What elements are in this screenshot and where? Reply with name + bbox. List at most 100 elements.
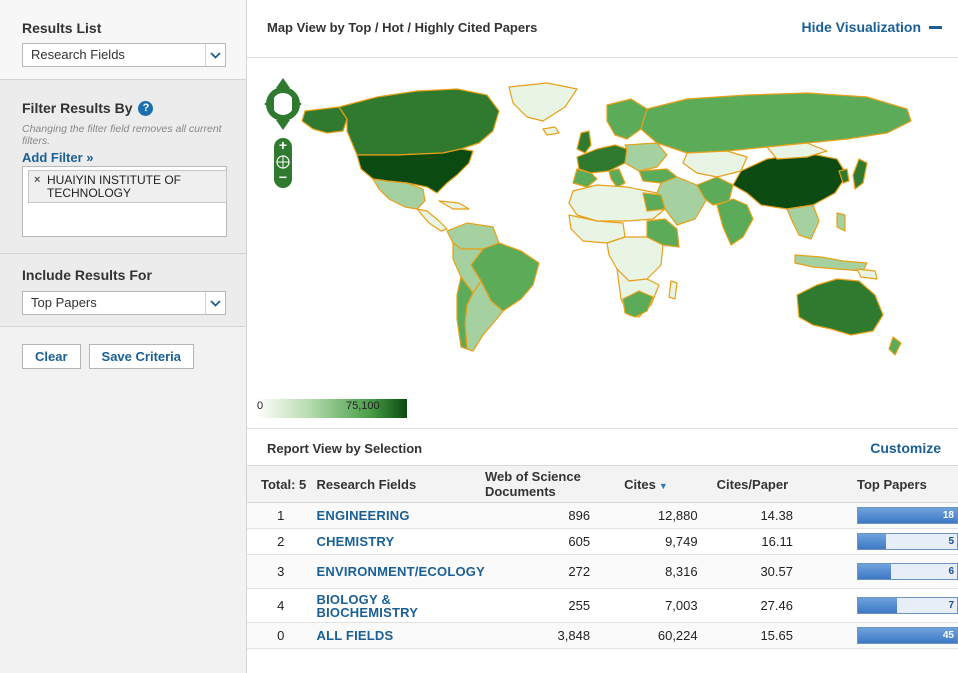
table-row[interactable]: 4 BIOLOGY & BIOCHEMISTRY 255 7,003 27.46 7 [247, 588, 958, 623]
research-field-link[interactable]: ENGINEERING [314, 502, 485, 529]
hide-visualization-button[interactable]: Hide Visualization [801, 19, 942, 35]
total-header: Total: 5 [247, 465, 315, 503]
map-navigation-control[interactable]: + − [264, 76, 302, 188]
cites-value: 9,749 [594, 528, 716, 555]
cites-value: 8,316 [594, 554, 716, 589]
top-papers-value: 5 [948, 536, 954, 547]
cites-per-paper-value: 27.46 [715, 588, 833, 623]
region-korea [838, 168, 850, 184]
top-papers-bar: 5 [857, 533, 958, 550]
cites-per-paper-value: 16.11 [715, 528, 833, 555]
table-row[interactable]: 0 ALL FIELDS 3,848 60,224 15.65 45 [247, 622, 958, 649]
filter-section: Filter Results By ? Changing the filter … [0, 80, 246, 254]
region-east-africa [646, 218, 680, 248]
cites-per-paper-value: 14.38 [715, 502, 833, 529]
results-list-label: Results List [22, 20, 102, 36]
region-australia [796, 278, 884, 336]
region-central-america [416, 208, 448, 232]
include-label: Include Results For [22, 267, 152, 283]
help-icon[interactable]: ? [138, 100, 154, 116]
region-philippines [836, 212, 846, 232]
region-iceland [542, 126, 560, 136]
documents-value: 605 [484, 528, 595, 555]
cites-per-paper-header[interactable]: Cites/Paper [715, 465, 833, 503]
region-eastern-europe [624, 142, 668, 172]
region-southeast-asia [786, 204, 820, 240]
top-papers-header[interactable]: Top Papers [833, 465, 958, 503]
top-papers-cell: 5 [833, 528, 958, 555]
top-papers-bar-fill [858, 564, 891, 579]
add-filter-link[interactable]: Add Filter » [22, 150, 94, 165]
results-list-value: Research Fields [31, 47, 125, 62]
documents-value: 272 [484, 554, 595, 589]
top-papers-value: 7 [948, 600, 954, 611]
research-field-link[interactable]: CHEMISTRY [314, 528, 485, 555]
include-value: Top Papers [31, 295, 97, 310]
top-papers-value: 18 [942, 510, 954, 521]
region-spain [572, 168, 598, 188]
documents-value: 896 [484, 502, 595, 529]
include-section: Include Results For Top Papers [0, 254, 246, 327]
table-row[interactable]: 1 ENGINEERING 896 12,880 14.38 18 [247, 502, 958, 529]
remove-icon[interactable]: × [34, 174, 41, 186]
region-madagascar [668, 280, 678, 300]
save-criteria-button[interactable]: Save Criteria [88, 344, 195, 369]
region-mongolia [766, 142, 828, 160]
filter-box[interactable]: × HUAIYIN INSTITUTE OF TECHNOLOGY [22, 166, 227, 237]
region-png [856, 268, 878, 280]
sidebar: Results List Research Fields Filter Resu… [0, 0, 247, 673]
include-select[interactable]: Top Papers [22, 291, 226, 315]
top-papers-cell: 6 [833, 554, 958, 589]
top-papers-bar: 7 [857, 597, 958, 614]
row-index: 2 [247, 528, 315, 555]
map-header: Map View by Top / Hot / Highly Cited Pap… [247, 0, 958, 58]
cites-value: 60,224 [594, 622, 716, 649]
top-papers-cell: 45 [833, 622, 958, 649]
region-mexico [372, 178, 426, 210]
research-field-link[interactable]: ALL FIELDS [314, 622, 485, 649]
chevron-down-icon [205, 292, 225, 314]
research-field-link[interactable]: ENVIRONMENT/ECOLOGY [314, 554, 485, 589]
cites-per-paper-value: 15.65 [715, 622, 833, 649]
legend-min: 0 [257, 400, 264, 412]
table-header-row: Total: 5 Research Fields Web of Science … [247, 465, 958, 503]
table-row[interactable]: 3 ENVIRONMENT/ECOLOGY 272 8,316 30.57 6 [247, 554, 958, 589]
table-row[interactable]: 2 CHEMISTRY 605 9,749 16.11 5 [247, 528, 958, 555]
cites-per-paper-value: 30.57 [715, 554, 833, 589]
legend-gradient: 0 75,100 [256, 399, 407, 418]
world-map[interactable]: + − 0 75,100 [247, 59, 958, 427]
region-chile [456, 276, 474, 350]
main-panel: Map View by Top / Hot / Highly Cited Pap… [247, 0, 958, 673]
cites-header[interactable]: Cites ▼ [594, 465, 716, 503]
filter-note: Changing the filter field removes all cu… [22, 123, 222, 147]
region-china [732, 152, 848, 210]
research-field-link[interactable]: BIOLOGY & BIOCHEMISTRY [314, 588, 485, 623]
report-header: Report View by Selection Customize [247, 428, 958, 465]
cites-value: 7,003 [594, 588, 716, 623]
clear-button[interactable]: Clear [22, 344, 81, 369]
research-fields-header[interactable]: Research Fields [314, 465, 485, 503]
filter-heading: Filter Results By [22, 100, 133, 116]
region-alaska [301, 106, 348, 134]
documents-value: 255 [484, 588, 595, 623]
region-canada [338, 88, 500, 156]
wos-documents-header[interactable]: Web of Science Documents [484, 465, 595, 503]
top-papers-bar-fill [858, 508, 957, 523]
row-index: 0 [247, 622, 315, 649]
results-list-select[interactable]: Research Fields [22, 43, 226, 67]
region-italy [608, 168, 626, 188]
world-map-svg [301, 82, 912, 356]
minus-icon [929, 25, 942, 29]
chevron-down-icon [205, 44, 225, 66]
region-indonesia [794, 254, 868, 272]
sort-desc-icon: ▼ [658, 480, 668, 491]
customize-link[interactable]: Customize [870, 440, 941, 456]
top-papers-bar-fill [858, 628, 957, 643]
criteria-buttons: Clear Save Criteria [0, 327, 246, 369]
map-legend: 0 75,100 [256, 399, 407, 418]
cites-value: 12,880 [594, 502, 716, 529]
top-papers-bar: 45 [857, 627, 958, 644]
hide-visualization-label: Hide Visualization [801, 19, 921, 35]
top-papers-cell: 7 [833, 588, 958, 623]
region-russia [640, 92, 912, 154]
